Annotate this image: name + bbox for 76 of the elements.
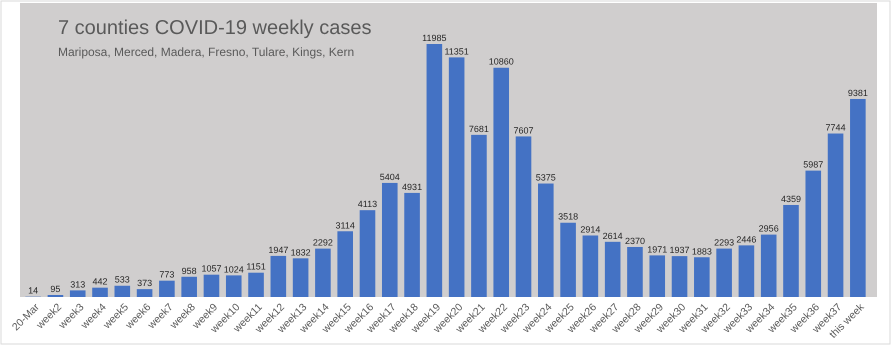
- data-label: 313: [70, 279, 86, 290]
- data-label: 1883: [692, 246, 712, 256]
- data-label: 11351: [444, 46, 469, 56]
- bar: [315, 248, 331, 297]
- data-label: 4359: [780, 194, 801, 204]
- bar: [471, 134, 487, 297]
- bar: [828, 134, 844, 297]
- bar: [672, 256, 688, 297]
- bar: [248, 272, 264, 297]
- bar: [783, 204, 799, 297]
- bar: [181, 276, 197, 297]
- data-label: 11985: [422, 33, 447, 43]
- bar: [159, 280, 175, 297]
- bar: [426, 44, 442, 297]
- bar: [538, 184, 554, 297]
- data-label: 5404: [380, 172, 400, 182]
- data-label: 533: [114, 274, 130, 285]
- bar: [92, 288, 108, 297]
- data-label: 2614: [602, 230, 623, 241]
- bar: [360, 210, 376, 297]
- bar: [560, 222, 576, 297]
- bar: [716, 248, 732, 297]
- bar: [226, 275, 242, 297]
- data-label: 2956: [758, 224, 779, 234]
- bar: [649, 255, 666, 297]
- data-label: 4931: [402, 182, 422, 192]
- data-label: 2293: [714, 238, 734, 248]
- bar: [382, 182, 398, 297]
- data-label: 5987: [803, 160, 824, 170]
- data-label: 1832: [290, 247, 311, 258]
- chart-title: 7 counties COVID-19 weekly cases: [58, 17, 372, 39]
- data-label: 1151: [246, 262, 266, 272]
- bar: [694, 257, 710, 297]
- bar: [493, 68, 510, 297]
- data-label: 1024: [224, 264, 244, 274]
- data-label: 2370: [624, 236, 645, 246]
- data-label: 4113: [358, 199, 378, 210]
- bar: [114, 286, 130, 297]
- bar: [448, 57, 464, 297]
- data-label: 2914: [580, 224, 600, 234]
- data-label: 1971: [647, 244, 668, 254]
- bar: [270, 256, 286, 297]
- data-label: 442: [92, 276, 108, 287]
- bar: [337, 231, 353, 297]
- bar: [204, 274, 220, 297]
- data-label: 1947: [268, 244, 288, 255]
- chart-subtitle: Mariposa, Merced, Madera, Fresno, Tulare, Kings, Kern: [58, 45, 354, 59]
- data-label: 95: [50, 284, 60, 294]
- data-label: 3518: [558, 212, 578, 222]
- data-label: 3114: [336, 220, 355, 230]
- bar: [627, 246, 643, 297]
- bar: [738, 245, 754, 297]
- bar: [70, 290, 86, 297]
- data-label: 5375: [536, 172, 556, 183]
- data-label: 958: [182, 266, 197, 276]
- bar: [582, 235, 598, 297]
- bar: [136, 289, 152, 297]
- data-label: 2292: [312, 238, 333, 248]
- data-label: 7744: [826, 122, 846, 133]
- data-label: 14: [28, 286, 38, 296]
- bar: [404, 192, 420, 297]
- data-label: 9381: [848, 88, 868, 98]
- data-label: 7607: [514, 125, 534, 136]
- data-label: 1937: [670, 245, 690, 256]
- bar: [850, 98, 866, 297]
- bar: [760, 234, 776, 297]
- bar: [805, 170, 822, 297]
- bar: [292, 258, 308, 297]
- bar: [604, 242, 620, 297]
- data-label: 1057: [201, 264, 222, 274]
- data-label: 7681: [468, 124, 489, 134]
- data-label: 773: [159, 270, 174, 280]
- data-label: 373: [137, 278, 152, 288]
- data-label: 10860: [488, 56, 514, 67]
- bar: [516, 136, 532, 297]
- data-label: 2446: [736, 234, 756, 244]
